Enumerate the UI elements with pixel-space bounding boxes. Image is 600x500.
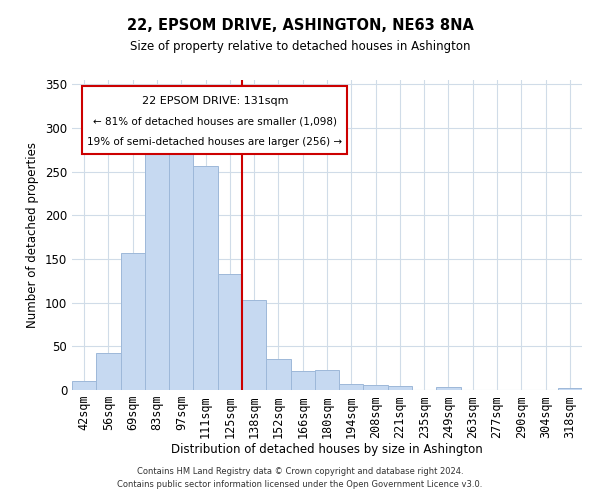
- FancyBboxPatch shape: [82, 86, 347, 154]
- Text: Contains public sector information licensed under the Open Government Licence v3: Contains public sector information licen…: [118, 480, 482, 489]
- Bar: [436, 386, 461, 390]
- Bar: [72, 382, 96, 390]
- Bar: [218, 274, 242, 390]
- Bar: [364, 385, 388, 390]
- Bar: [290, 371, 315, 390]
- Bar: [242, 300, 266, 390]
- Bar: [388, 386, 412, 390]
- Bar: [121, 253, 145, 390]
- Y-axis label: Number of detached properties: Number of detached properties: [26, 142, 40, 328]
- Bar: [193, 166, 218, 390]
- Text: 22, EPSOM DRIVE, ASHINGTON, NE63 8NA: 22, EPSOM DRIVE, ASHINGTON, NE63 8NA: [127, 18, 473, 32]
- Bar: [266, 360, 290, 390]
- Text: 22 EPSOM DRIVE: 131sqm: 22 EPSOM DRIVE: 131sqm: [142, 96, 288, 106]
- Bar: [169, 144, 193, 390]
- Bar: [145, 146, 169, 390]
- Bar: [315, 370, 339, 390]
- Bar: [96, 354, 121, 390]
- Text: Size of property relative to detached houses in Ashington: Size of property relative to detached ho…: [130, 40, 470, 53]
- Text: ← 81% of detached houses are smaller (1,098): ← 81% of detached houses are smaller (1,…: [93, 116, 337, 126]
- Bar: [339, 384, 364, 390]
- X-axis label: Distribution of detached houses by size in Ashington: Distribution of detached houses by size …: [171, 443, 483, 456]
- Text: Contains HM Land Registry data © Crown copyright and database right 2024.: Contains HM Land Registry data © Crown c…: [137, 467, 463, 476]
- Text: 19% of semi-detached houses are larger (256) →: 19% of semi-detached houses are larger (…: [87, 137, 343, 147]
- Bar: [558, 388, 582, 390]
